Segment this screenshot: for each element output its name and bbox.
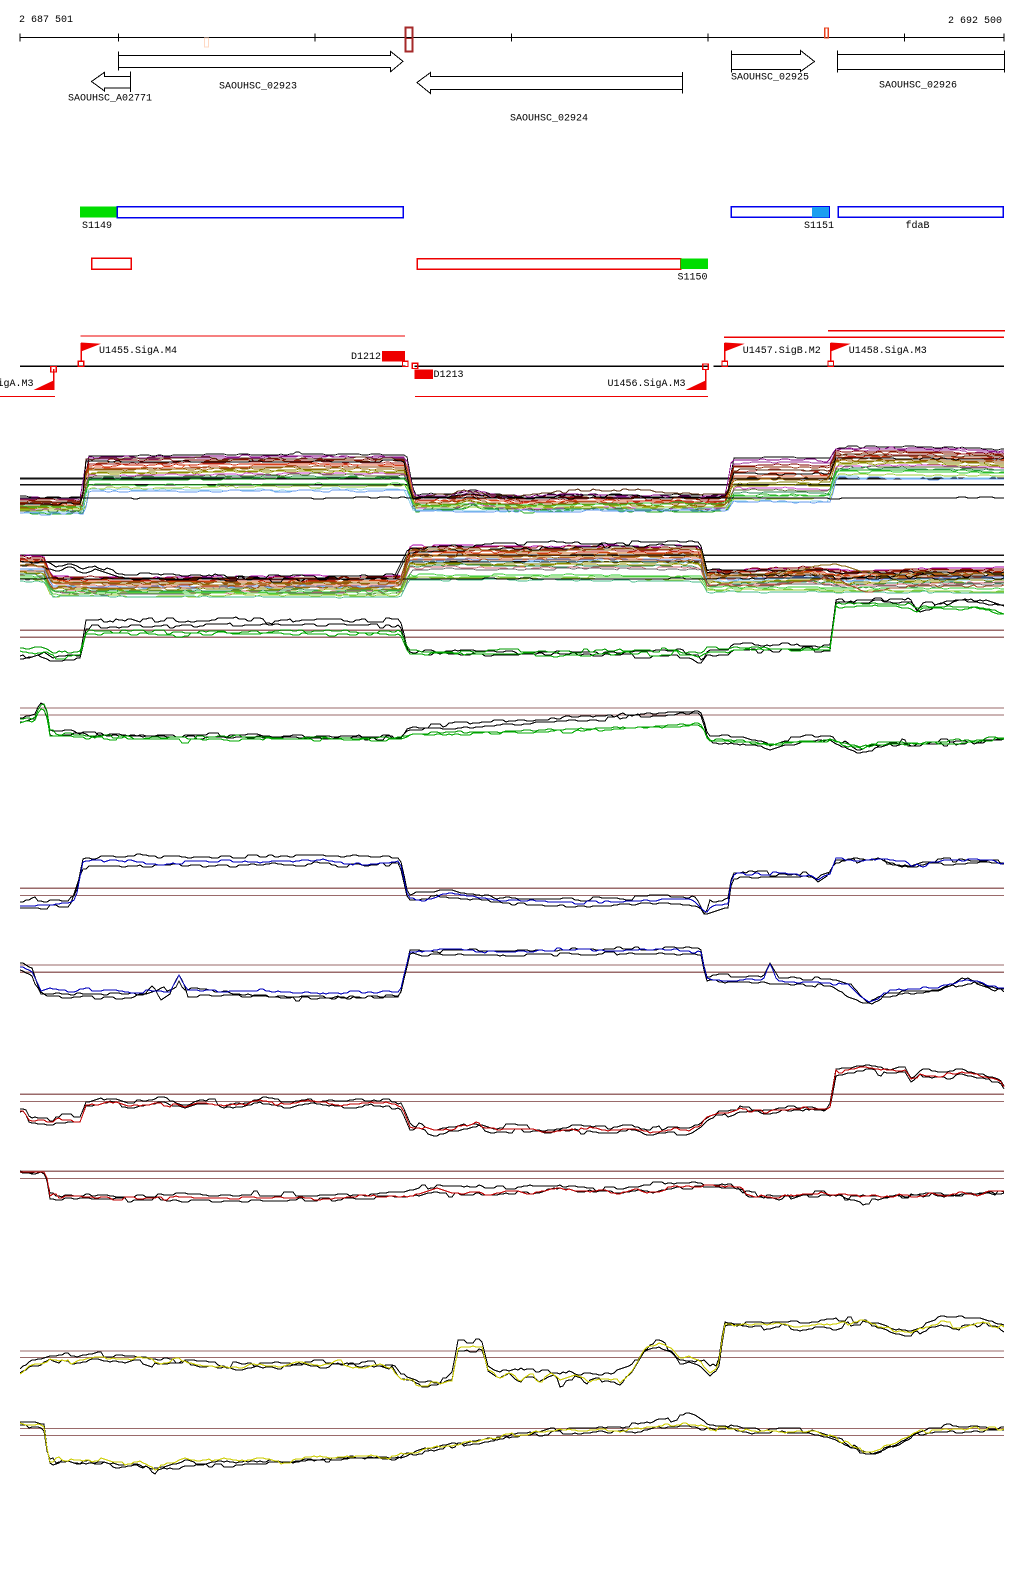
svg-text:D1213: D1213 — [434, 370, 464, 381]
svg-text:U1456.SigA.M3: U1456.SigA.M3 — [607, 378, 685, 390]
svg-text:S1150: S1150 — [678, 273, 708, 284]
svg-text:U1457.SigB.M2: U1457.SigB.M2 — [743, 345, 821, 357]
svg-text:SAOUHSC_A02771: SAOUHSC_A02771 — [68, 94, 152, 105]
svg-text:SAOUHSC_02925: SAOUHSC_02925 — [731, 73, 809, 84]
svg-text:U1458.SigA.M3: U1458.SigA.M3 — [849, 345, 927, 357]
svg-text:U1455.SigA.M4: U1455.SigA.M4 — [99, 345, 177, 357]
svg-text:SAOUHSC_02924: SAOUHSC_02924 — [510, 114, 588, 125]
svg-text:fdaB: fdaB — [906, 220, 930, 232]
svg-text:SAOUHSC_02923: SAOUHSC_02923 — [219, 82, 297, 93]
svg-text:2 692 500: 2 692 500 — [948, 16, 1002, 27]
svg-text:D1212: D1212 — [351, 352, 381, 363]
svg-text:2 687 501: 2 687 501 — [19, 15, 73, 26]
svg-text:SAOUHSC_02926: SAOUHSC_02926 — [879, 81, 957, 92]
svg-text:S1151: S1151 — [804, 221, 834, 232]
svg-text:S1149: S1149 — [82, 221, 112, 232]
svg-text:igA.M3: igA.M3 — [0, 378, 34, 390]
